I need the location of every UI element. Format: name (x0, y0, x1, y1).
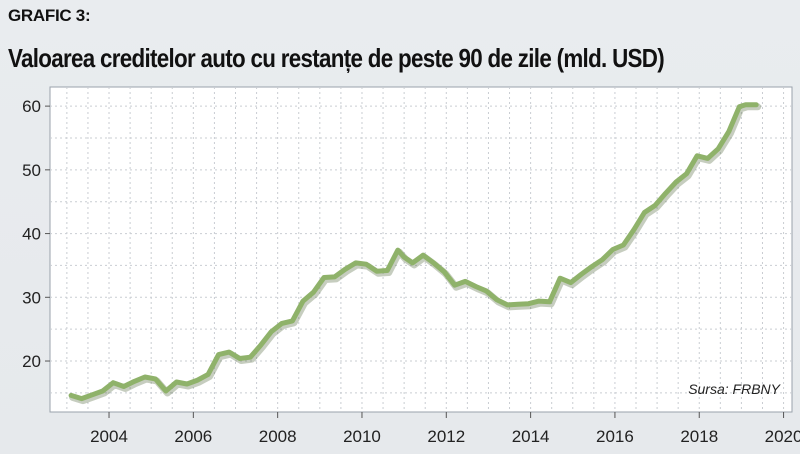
series-group (68, 102, 762, 405)
x-tick-label: 2014 (512, 427, 550, 446)
y-tick-label: 40 (22, 225, 41, 244)
x-tick-label: 2012 (427, 427, 465, 446)
series-line (68, 102, 759, 402)
x-axis: 2004 2006 2008 2010 2012 2014 2016 2018 2020 (90, 412, 800, 446)
y-tick-label: 30 (22, 288, 41, 307)
source-note: Sursa: FRBNY (688, 381, 780, 397)
x-tick-label: 2004 (90, 427, 128, 446)
x-tick-label: 2010 (343, 427, 381, 446)
y-tick-label: 60 (22, 97, 41, 116)
x-tick-label: 2020 (765, 427, 800, 446)
y-tick-label: 50 (22, 161, 41, 180)
x-tick-label: 2018 (680, 427, 718, 446)
x-tick-label: 2006 (174, 427, 212, 446)
x-tick-label: 2008 (259, 427, 297, 446)
plot-area (49, 86, 793, 413)
x-tick-label: 2016 (596, 427, 634, 446)
chart-title: Valoarea creditelor auto cu restanțe de … (8, 43, 665, 73)
y-tick-label: 20 (22, 352, 41, 371)
y-axis: 20 30 40 50 60 (22, 97, 50, 371)
figure-label: GRAFIC 3: (8, 6, 91, 25)
